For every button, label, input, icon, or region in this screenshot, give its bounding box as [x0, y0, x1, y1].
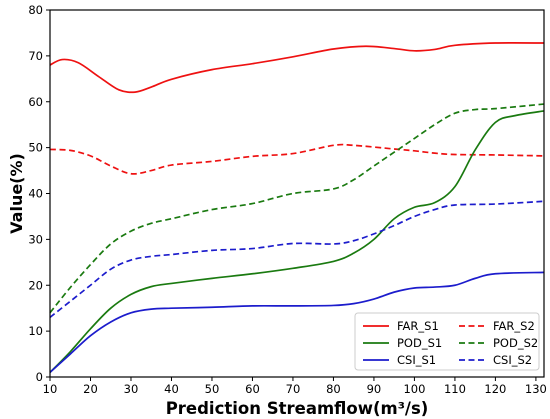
legend-label: CSI_S2 [493, 353, 532, 367]
series-line-pod-s2 [49, 103, 545, 314]
legend: FAR_S1 FAR_S2 POD_S1 POD_S2 CSI_S1 CSI_S2 [354, 312, 540, 371]
y-tick-label: 10 [28, 324, 43, 338]
y-tick-label: 70 [28, 49, 43, 63]
series-line-pod-s1 [49, 110, 545, 374]
legend-label: FAR_S2 [493, 319, 535, 333]
x-tick-label: 120 [484, 382, 506, 396]
y-axis-label: Value(%) [7, 153, 26, 234]
series-line-csi-s1 [49, 271, 545, 374]
x-tick-label: 80 [326, 382, 341, 396]
axis-ticks: 10 20 30 40 50 60 70 80 90 100 110 120 1300102030405… [28, 3, 547, 396]
x-tick-label: 40 [164, 382, 179, 396]
x-tick-label: 30 [124, 382, 139, 396]
plot-lines [49, 42, 545, 374]
x-tick-label: 100 [403, 382, 425, 396]
x-tick-label: 130 [525, 382, 547, 396]
y-tick-label: 20 [28, 278, 43, 292]
y-tick-label: 40 [28, 187, 43, 201]
legend-label: FAR_S1 [397, 319, 439, 333]
legend-box [354, 312, 540, 371]
x-tick-label: 70 [286, 382, 301, 396]
legend-label: POD_S2 [493, 336, 538, 350]
x-tick-label: 90 [367, 382, 382, 396]
y-tick-label: 50 [28, 141, 43, 155]
y-tick-label: 80 [28, 3, 43, 17]
series-line-far-s2 [49, 143, 545, 175]
x-tick-label: 60 [245, 382, 260, 396]
legend-label: POD_S1 [397, 336, 442, 350]
x-tick-label: 10 [43, 382, 58, 396]
y-tick-label: 30 [28, 232, 43, 246]
y-tick-label: 60 [28, 95, 43, 109]
series-line-csi-s2 [49, 200, 545, 319]
y-tick-label: 0 [36, 370, 43, 384]
series-line-far-s1 [49, 42, 545, 94]
x-axis-label: Prediction Streamflow(m³/s) [166, 399, 429, 418]
x-tick-label: 110 [444, 382, 466, 396]
x-tick-label: 20 [83, 382, 98, 396]
legend-label: CSI_S1 [397, 353, 436, 367]
x-tick-label: 50 [205, 382, 220, 396]
